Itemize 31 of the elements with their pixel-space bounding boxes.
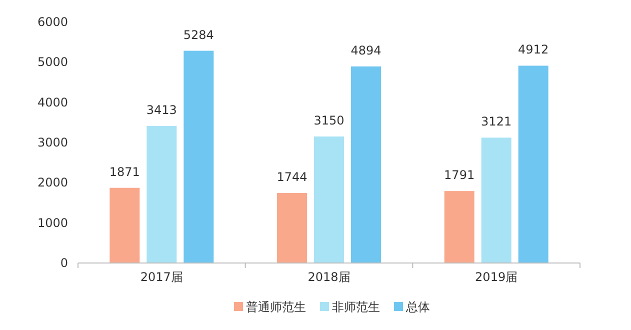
legend-label: 普通师范生 — [246, 300, 306, 314]
data-label: 4912 — [518, 42, 549, 57]
y-tick-label: 3000 — [37, 136, 68, 150]
data-label: 1744 — [276, 170, 308, 184]
data-label: 3121 — [481, 114, 512, 129]
y-tick-label: 4000 — [37, 95, 68, 110]
bar — [277, 192, 307, 263]
bar — [184, 50, 214, 263]
data-label: 5284 — [183, 28, 214, 42]
y-tick-label: 6000 — [37, 15, 68, 29]
legend-label: 总体 — [405, 300, 430, 314]
data-label: 3413 — [146, 102, 177, 117]
bar — [351, 66, 381, 263]
bar — [518, 66, 548, 263]
data-label: 4894 — [350, 43, 382, 58]
y-tick-label: 2000 — [37, 176, 68, 190]
bar — [146, 126, 177, 263]
bar — [481, 138, 512, 263]
y-tick-label: 1000 — [37, 216, 68, 230]
bar — [314, 136, 344, 263]
data-label: 1791 — [444, 168, 475, 182]
x-tick-label: 2017届 — [140, 270, 183, 284]
bar — [444, 191, 474, 263]
x-tick-label: 2019届 — [475, 270, 518, 284]
y-tick-label: 0 — [60, 256, 68, 270]
legend-label: 非师范生 — [332, 300, 380, 314]
bar — [110, 188, 140, 263]
x-tick-label: 2018届 — [308, 270, 350, 284]
data-label: 3150 — [314, 113, 344, 128]
y-tick-label: 5000 — [37, 55, 68, 70]
data-label: 1871 — [109, 164, 140, 179]
